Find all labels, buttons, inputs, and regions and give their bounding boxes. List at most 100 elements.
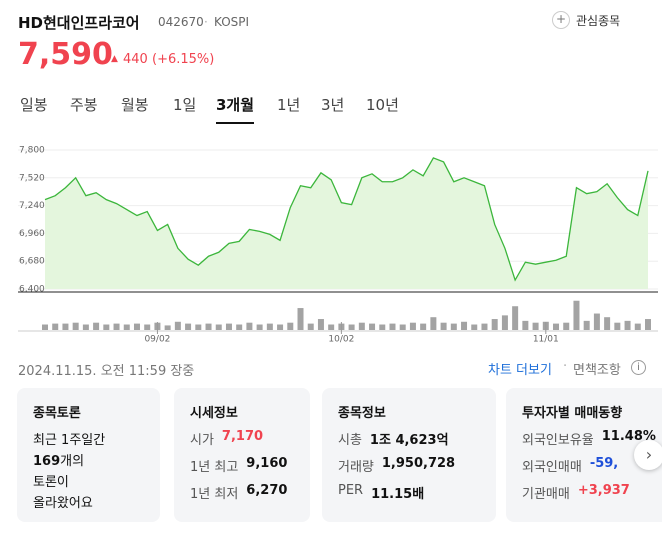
info-row: 1년 최저 6,270 <box>190 483 310 502</box>
tab[interactable]: 3년 <box>321 96 345 114</box>
tab[interactable]: 1년 <box>277 96 301 114</box>
tab[interactable]: 10년 <box>366 96 399 114</box>
volume-bar <box>62 323 69 330</box>
volume-bar <box>236 324 243 330</box>
y-tick-label: 6,680 <box>19 257 45 267</box>
price-rate: (+6.15%) <box>152 52 215 67</box>
volume-bar <box>379 324 386 330</box>
x-tick-label: 09/02 <box>144 335 170 345</box>
volume-bar <box>573 300 580 330</box>
volume-bar <box>358 322 365 330</box>
volume-bar <box>522 320 529 330</box>
row-label: PER <box>338 483 364 498</box>
separator: · <box>204 15 208 29</box>
volume-bar <box>328 324 335 330</box>
tab[interactable]: 3개월 <box>216 94 255 124</box>
volume-bar <box>307 323 314 330</box>
volume-bar <box>103 324 110 330</box>
volume-bar <box>501 315 508 330</box>
area <box>45 157 648 289</box>
volume-bar <box>583 320 590 330</box>
stock-code: 042670 <box>158 15 204 29</box>
volume-bar <box>195 324 202 330</box>
watch-button[interactable]: + 관심종목 <box>552 11 620 29</box>
row-label: 시가 <box>190 433 214 448</box>
volume-bar <box>369 323 376 330</box>
row-label: 거래량 <box>338 460 374 475</box>
chart: 6,400 6,680 6,960 7,240 7,520 7,800 09/02 10/02… <box>18 146 658 345</box>
info-row: 기관매매 +3,937 <box>522 483 662 502</box>
info-row: 1년 최고 9,160 <box>190 456 310 475</box>
row-value: -59, <box>589 456 619 471</box>
y-tick-label: 7,240 <box>19 201 45 211</box>
volume-bar <box>409 322 416 330</box>
info-icon[interactable]: i <box>631 360 646 375</box>
volume-bar <box>481 323 488 330</box>
volume-bar <box>389 323 396 330</box>
volume-bar <box>82 324 89 330</box>
watch-label: 관심종목 <box>576 13 621 28</box>
volume-bar <box>174 321 181 330</box>
info-row: 시총 1조 4,623억 <box>338 429 496 448</box>
text: 개의 <box>60 454 85 469</box>
info-row: PER 11.15배 <box>338 483 496 502</box>
row-value: +3,937 <box>577 483 630 498</box>
row-label: 1년 최저 <box>190 487 239 502</box>
volume-bar <box>399 324 406 330</box>
row-value: 7,170 <box>221 429 264 444</box>
info-row: 거래량 1,950,728 <box>338 456 496 475</box>
text: 최근 1주일간 <box>33 433 106 448</box>
more-chart-link[interactable]: 차트 더보기 <box>488 363 552 378</box>
volume-bar <box>113 323 120 330</box>
text: 올라왔어요 <box>33 496 93 511</box>
x-tick-label: 10/02 <box>328 335 354 345</box>
info-card[interactable]: 종목정보 시총 1조 4,623억 거래량 1,950,728 PER 11.15배 <box>322 388 496 522</box>
tab[interactable]: 주봉 <box>70 96 98 114</box>
volume-bar <box>604 317 611 330</box>
volume-bar <box>471 324 478 330</box>
row-label: 기관매매 <box>522 487 570 502</box>
volume-bar <box>512 306 519 330</box>
volume-bar <box>133 323 140 330</box>
disclaimer-link[interactable]: 면책조항 <box>573 363 621 378</box>
volume-bar <box>553 323 560 330</box>
volume-bar <box>42 324 48 330</box>
row-label: 1년 최고 <box>190 460 239 475</box>
row-value: 1,950,728 <box>381 456 456 471</box>
info-row: 시가 7,170 <box>190 429 310 448</box>
current-price: 7,590 <box>18 37 113 72</box>
stock-name: HD현대인프라코어 <box>18 14 140 32</box>
market: KOSPI <box>214 15 250 29</box>
volume-bar <box>256 324 263 330</box>
volume-bar <box>287 322 294 330</box>
discussion-text: 최근 1주일간 169개의 토론이 올라왔어요 <box>33 430 160 514</box>
discussion-card[interactable]: 종목토론 최근 1주일간 169개의 토론이 올라왔어요 <box>17 388 160 522</box>
volume-bar <box>246 322 253 330</box>
volume-bar <box>277 324 284 330</box>
tab[interactable]: 일봉 <box>20 96 48 114</box>
info-row: 외국인매매 -59, <box>522 456 662 475</box>
plus-icon: + <box>552 11 570 29</box>
volume-bar <box>593 313 600 330</box>
volume-bar <box>266 323 273 330</box>
x-tick-label: 11/01 <box>533 335 559 345</box>
volume-bar <box>634 323 641 330</box>
volume-bar <box>624 320 631 330</box>
y-tick-label: 7,800 <box>19 146 45 156</box>
tab[interactable]: 월봉 <box>121 96 149 114</box>
price-change: 440 <box>123 52 148 67</box>
volume-bar <box>563 322 570 330</box>
quote-card[interactable]: 시세정보 시가 7,170 1년 최고 9,160 1년 최저 6,270 <box>174 388 310 522</box>
timestamp: 2024.11.15. 오전 11:59 장중 <box>18 364 195 379</box>
volume-bar <box>225 323 232 330</box>
volume-bar <box>215 324 222 330</box>
volume-bar <box>461 321 468 330</box>
y-tick-label: 6,960 <box>19 229 45 239</box>
tab[interactable]: 1일 <box>173 96 197 114</box>
volume-bar <box>317 319 324 330</box>
card-title: 투자자별 매매동향 <box>522 406 623 421</box>
next-button[interactable]: › <box>634 440 662 470</box>
volume-bar <box>205 323 212 330</box>
volume-bar <box>491 319 498 330</box>
volume-bar <box>123 324 130 330</box>
